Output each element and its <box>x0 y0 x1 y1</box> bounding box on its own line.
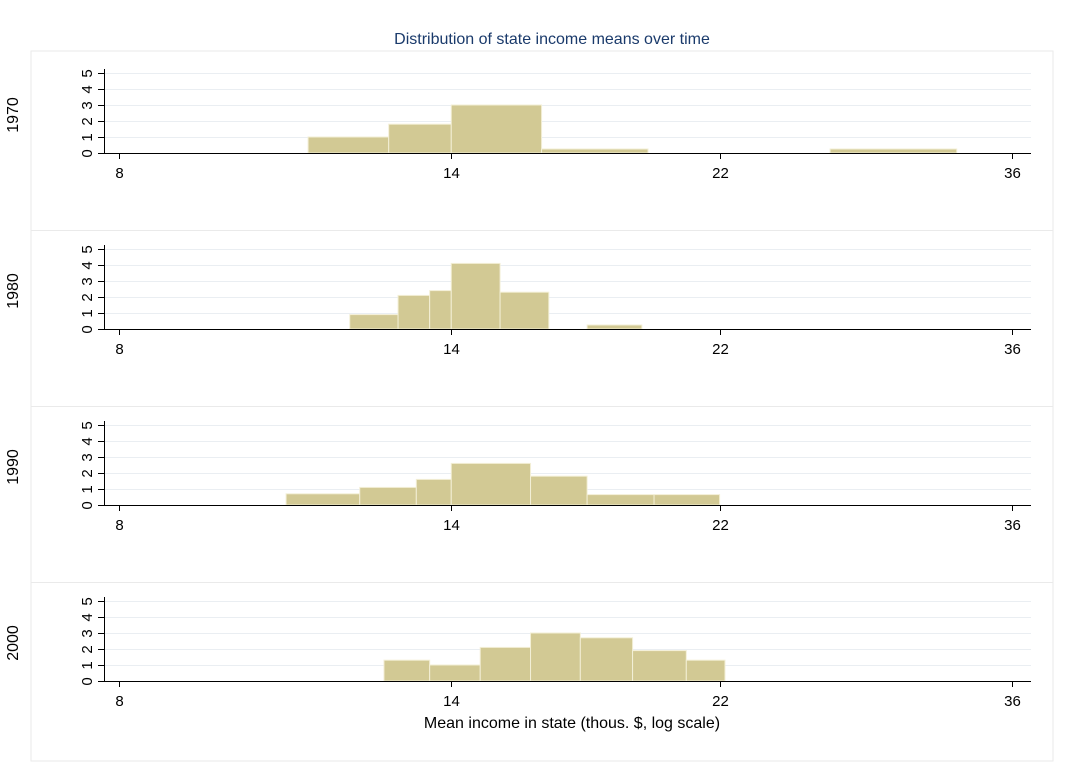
histogram-bar <box>450 462 532 506</box>
y-tick-label: 5 <box>79 245 96 253</box>
histogram-bar <box>349 314 399 330</box>
histogram-bar <box>388 123 452 154</box>
panel-1990: 0 1 2 3 4 5 8 14 22 36 1990 <box>5 406 1053 534</box>
y-tick-label: 3 <box>79 453 96 461</box>
y-tick-label: 0 <box>79 677 96 685</box>
histogram-bar <box>415 478 452 506</box>
y-tick-label: 2 <box>79 469 96 477</box>
x-tick-label: 14 <box>443 517 460 534</box>
histogram-bar <box>359 486 417 506</box>
y-tick-label: 0 <box>79 501 96 509</box>
x-tick-label: 36 <box>1004 341 1021 358</box>
y-tick-label: 5 <box>79 421 96 429</box>
histogram-bar <box>632 650 687 682</box>
histogram-bar <box>285 493 361 506</box>
x-tick-label: 8 <box>115 165 123 182</box>
histogram-bar <box>579 637 634 682</box>
histogram-bar <box>429 664 481 682</box>
histogram-bar <box>586 324 643 330</box>
x-tick-label: 14 <box>443 165 460 182</box>
y-tick-label: 3 <box>79 277 96 285</box>
y-tick-label: 0 <box>79 149 96 157</box>
panel-2000: 0 1 2 3 4 5 8 14 22 36 2000 <box>5 582 1053 710</box>
y-tick-label: 1 <box>79 485 96 493</box>
x-tick-label: 8 <box>115 693 123 710</box>
chart-title: Distribution of state income means over … <box>394 31 710 48</box>
histogram-bar <box>429 290 452 330</box>
panel-label: 1990 <box>5 449 22 485</box>
y-tick-label: 5 <box>79 69 96 77</box>
y-tick-label: 3 <box>79 629 96 637</box>
x-tick-label: 14 <box>443 693 460 710</box>
x-tick-label: 36 <box>1004 517 1021 534</box>
histogram-bar <box>479 646 532 682</box>
y-tick-label: 4 <box>79 85 96 93</box>
x-tick-label: 22 <box>712 165 729 182</box>
x-tick-label: 8 <box>115 517 123 534</box>
y-tick-label: 1 <box>79 309 96 317</box>
histogram-bar <box>829 148 958 154</box>
histogram-bar <box>397 294 431 330</box>
x-tick-label: 22 <box>712 341 729 358</box>
x-tick-label: 36 <box>1004 693 1021 710</box>
y-tick-label: 5 <box>79 597 96 605</box>
histogram-bar <box>450 104 543 154</box>
y-tick-label: 4 <box>79 437 96 445</box>
x-tick-label: 8 <box>115 341 123 358</box>
histogram-bar <box>530 475 588 506</box>
histogram-bar <box>450 262 501 330</box>
y-tick-label: 2 <box>79 293 96 301</box>
panel-label: 1980 <box>5 273 22 309</box>
y-tick-label: 2 <box>79 645 96 653</box>
panel-1980: 0 1 2 3 4 5 8 14 22 36 1980 <box>5 230 1053 358</box>
y-tick-label: 2 <box>79 117 96 125</box>
y-tick-label: 4 <box>79 613 96 621</box>
histogram-bar <box>653 494 721 506</box>
histogram-bar <box>530 632 581 682</box>
y-tick-label: 0 <box>79 325 96 333</box>
histogram-bar <box>307 136 390 154</box>
x-tick-label: 22 <box>712 517 729 534</box>
y-tick-label: 3 <box>79 101 96 109</box>
x-tick-label: 14 <box>443 341 460 358</box>
histogram-bar <box>586 494 655 506</box>
y-tick-label: 4 <box>79 261 96 269</box>
x-tick-label: 22 <box>712 693 729 710</box>
x-tick-label: 36 <box>1004 165 1021 182</box>
panel-1970: 0 1 2 3 4 5 8 14 22 36 1970 <box>5 69 1031 182</box>
y-tick-label: 1 <box>79 661 96 669</box>
histogram-bar <box>383 659 431 682</box>
histogram-bar <box>541 148 649 154</box>
panel-label: 1970 <box>5 97 22 133</box>
y-tick-label: 1 <box>79 133 96 141</box>
histogram-bar <box>685 659 726 682</box>
histogram-bar <box>499 291 550 330</box>
panel-label: 2000 <box>5 625 22 661</box>
x-axis-label: Mean income in state (thous. $, log scal… <box>424 715 720 732</box>
